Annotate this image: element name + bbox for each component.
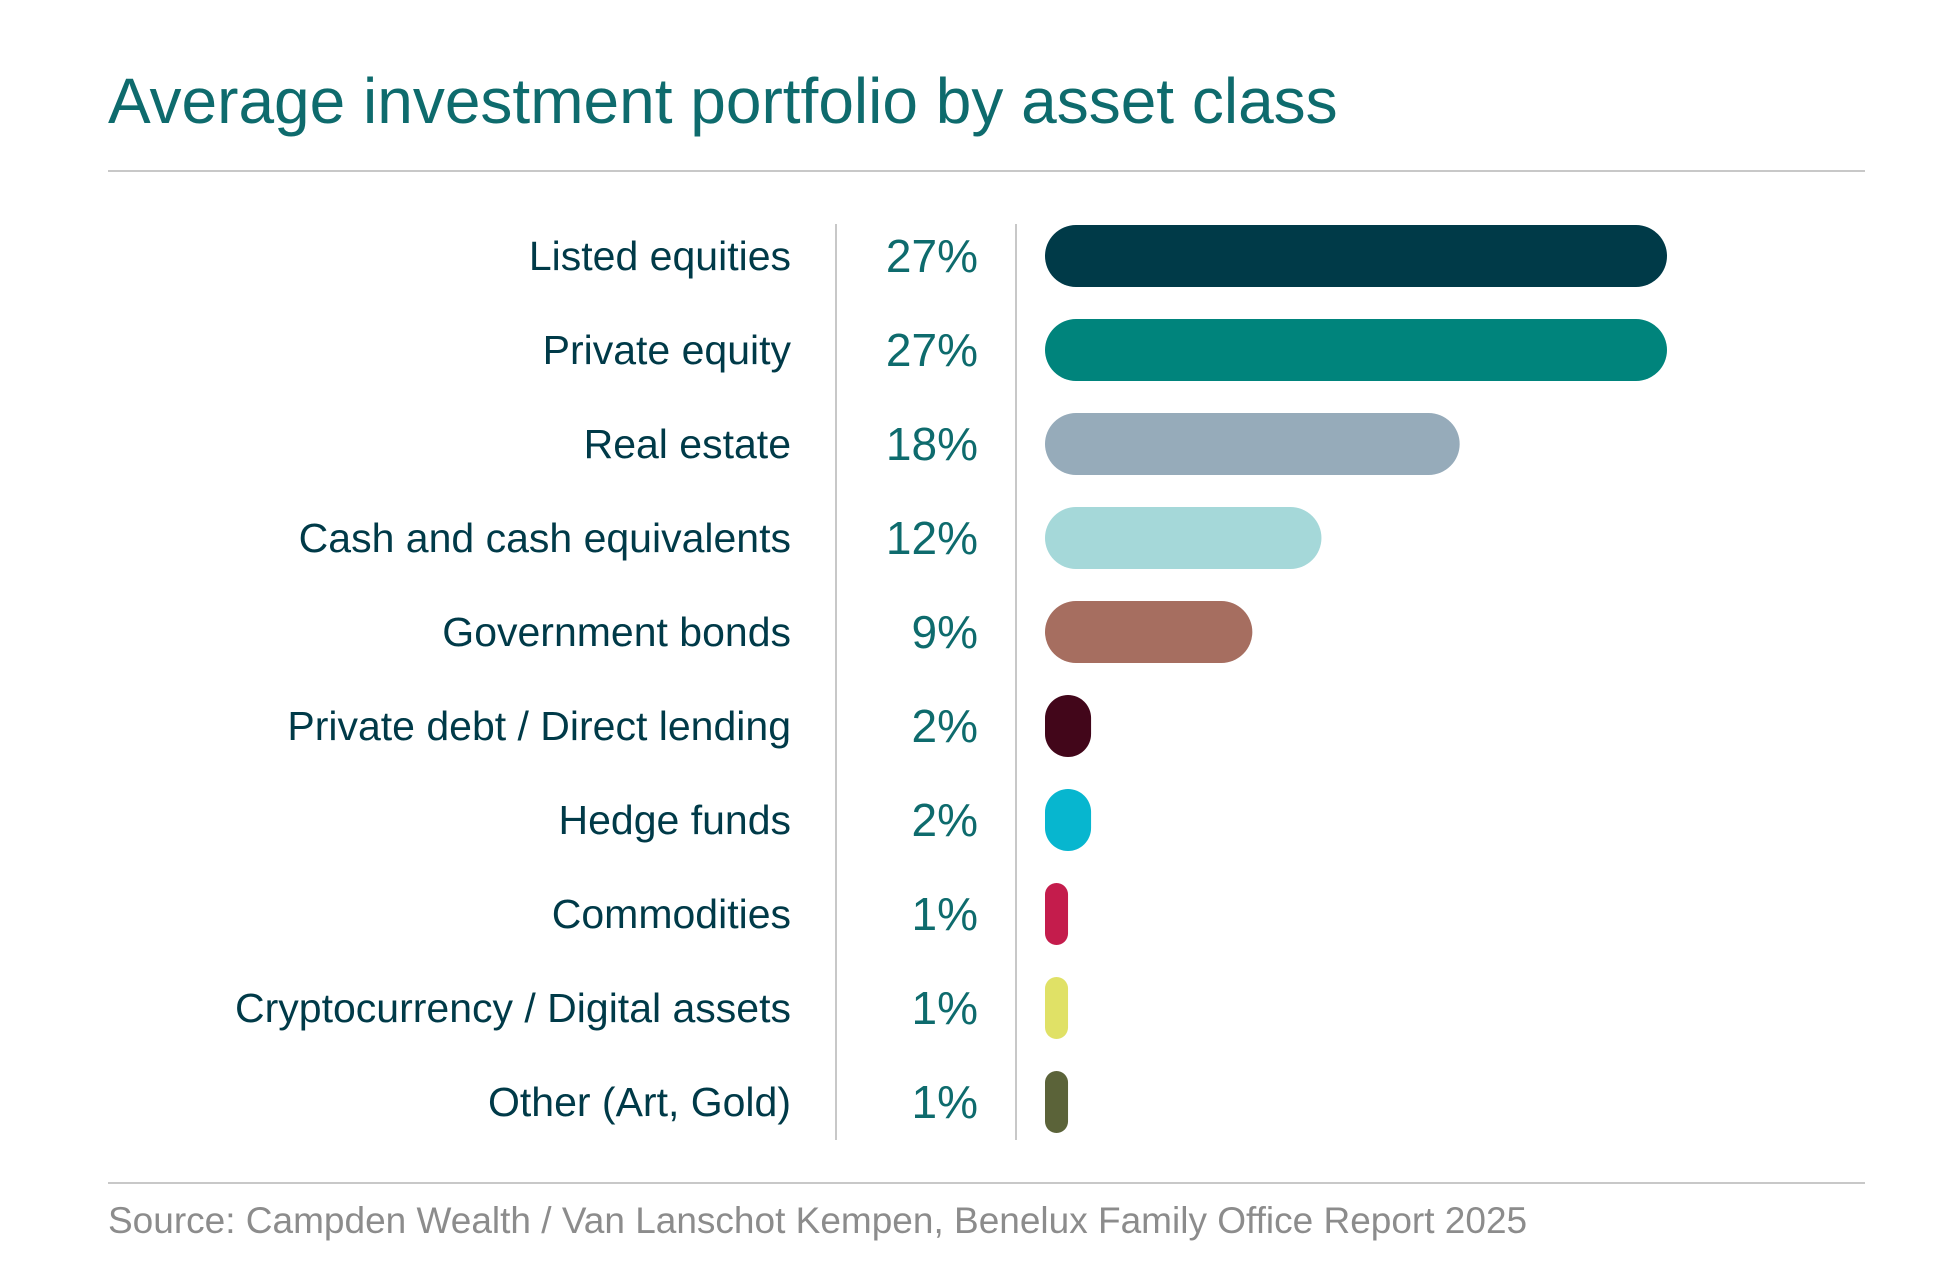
category-label: Cryptocurrency / Digital assets bbox=[235, 985, 791, 1031]
value-label: 1% bbox=[912, 1076, 978, 1128]
chart-title: Average investment portfolio by asset cl… bbox=[108, 65, 1338, 137]
bar bbox=[1045, 977, 1069, 1039]
bar bbox=[1045, 695, 1092, 757]
footer-divider bbox=[108, 1182, 1865, 1184]
value-label: 18% bbox=[886, 418, 978, 470]
bar bbox=[1045, 601, 1253, 663]
bar bbox=[1045, 507, 1322, 569]
category-labels: Listed equities Private equity Real estate… bbox=[235, 233, 791, 1125]
value-label: 1% bbox=[912, 888, 978, 940]
value-label: 1% bbox=[912, 982, 978, 1034]
value-label: 27% bbox=[886, 230, 978, 282]
bar bbox=[1045, 413, 1460, 475]
category-label: Cash and cash equivalents bbox=[299, 515, 791, 561]
value-label: 9% bbox=[912, 606, 978, 658]
category-label: Private debt / Direct lending bbox=[287, 703, 791, 749]
category-label: Real estate bbox=[584, 421, 791, 467]
bar bbox=[1045, 789, 1092, 851]
bar-chart: Listed equities Private equity Real estate… bbox=[235, 224, 1667, 1140]
category-label: Government bonds bbox=[442, 609, 791, 655]
source-note: Source: Campden Wealth / Van Lanschot Ke… bbox=[108, 1200, 1528, 1241]
bar bbox=[1045, 1071, 1069, 1133]
category-label: Private equity bbox=[543, 327, 792, 373]
category-label: Commodities bbox=[552, 891, 791, 937]
value-label: 2% bbox=[912, 794, 978, 846]
value-labels: 27% 27% 18% 12% 9% 2% 2% 1% 1% 1% bbox=[886, 230, 978, 1128]
bars bbox=[1045, 225, 1667, 1133]
category-label: Listed equities bbox=[529, 233, 791, 279]
value-label: 27% bbox=[886, 324, 978, 376]
bar bbox=[1045, 883, 1069, 945]
value-label: 2% bbox=[912, 700, 978, 752]
bar bbox=[1045, 319, 1667, 381]
title-divider bbox=[108, 170, 1865, 172]
value-label: 12% bbox=[886, 512, 978, 564]
category-label: Other (Art, Gold) bbox=[488, 1079, 791, 1125]
bar bbox=[1045, 225, 1667, 287]
category-label: Hedge funds bbox=[558, 797, 791, 843]
